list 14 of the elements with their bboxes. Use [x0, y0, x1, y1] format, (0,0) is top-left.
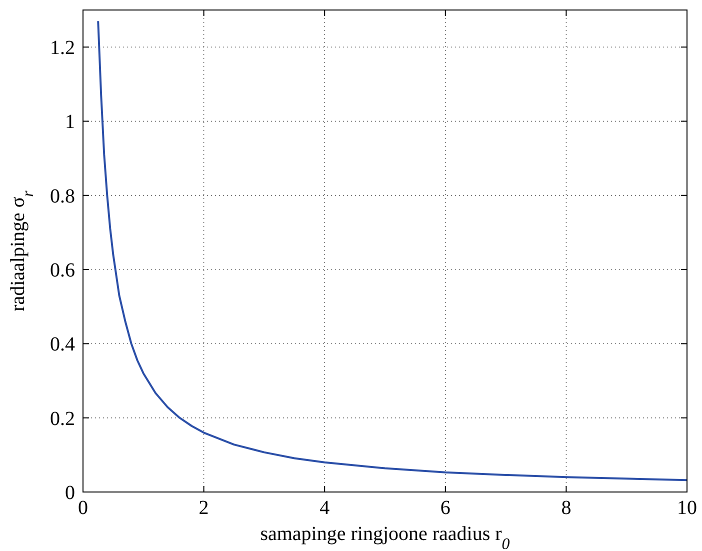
x-tick-label: 8 [561, 497, 572, 519]
y-tick-label: 0.2 [50, 408, 75, 430]
x-tick-label: 6 [440, 497, 450, 519]
x-tick-label: 2 [198, 497, 209, 519]
y-tick-label: 0.6 [50, 260, 75, 282]
line-series [97, 20, 688, 482]
x-axis-title: samapinge ringjoone raadius r$_{0}$ [260, 523, 510, 551]
y-tick-label: 1.2 [50, 37, 75, 60]
y-tick-label: 0 [65, 482, 75, 504]
x-tick-label: 4 [320, 497, 330, 519]
y-tick-label: 0.8 [50, 185, 75, 208]
x-tick-label: 10 [677, 497, 697, 519]
y-tick-label: 0.4 [50, 334, 75, 356]
y-tick-label: 1 [65, 111, 75, 134]
